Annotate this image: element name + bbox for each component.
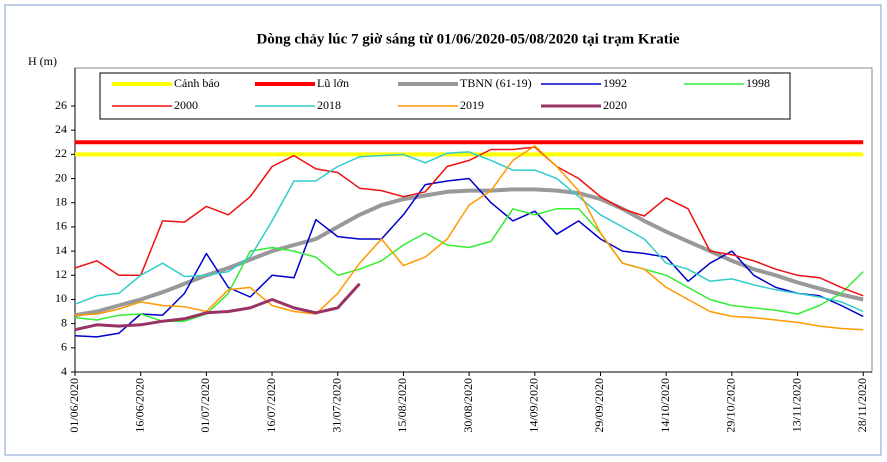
y-tick-label: 18 [55,194,67,208]
x-tick-label: 30/08/2020 [461,378,475,433]
legend-label: 1998 [746,76,770,90]
series-line [74,177,864,338]
y-tick-label: 22 [55,146,67,160]
series-line [74,151,864,313]
y-axis-label: H (m) [28,54,57,68]
chart-title: Dòng chảy lúc 7 giờ sáng từ 01/06/2020-0… [256,31,679,47]
y-tick-label: 26 [55,98,67,112]
legend-label: TBNN (61-19) [460,76,532,90]
y-tick-label: 10 [55,291,67,305]
x-tick-label: 01/06/2020 [67,378,81,433]
legend-label: 2000 [174,98,198,112]
x-tick-label: 01/07/2020 [198,378,212,433]
y-tick-label: 8 [61,315,67,329]
x-tick-label: 29/09/2020 [592,378,606,433]
series-line [74,146,864,297]
x-tick-label: 13/11/2020 [789,378,803,432]
x-tick-label: 28/11/2020 [855,378,869,432]
legend-box [99,72,791,120]
y-tick-label: 16 [55,219,67,233]
x-tick-label: 16/07/2020 [264,378,278,433]
x-tick-label: 16/06/2020 [132,378,146,433]
legend-label: 2018 [317,98,341,112]
x-tick-label: 14/10/2020 [658,378,672,433]
y-tick-label: 24 [55,122,67,136]
legend-label: Lũ lớn [317,76,349,90]
x-tick-label: 29/10/2020 [724,378,738,433]
y-tick-label: 20 [55,170,67,184]
legend-label: 2019 [460,98,484,112]
legend-label: Cảnh báo [174,76,220,90]
x-tick-label: 31/07/2020 [329,378,343,433]
series-line [74,282,361,332]
x-tick-label: 14/09/2020 [527,378,541,433]
legend-label: 1992 [603,76,627,90]
y-tick-label: 12 [55,267,67,281]
y-tick-label: 4 [61,364,67,378]
y-tick-label: 6 [61,340,67,354]
x-tick-label: 15/08/2020 [395,378,409,433]
legend-label: 2020 [603,98,627,112]
y-tick-label: 14 [55,243,67,257]
